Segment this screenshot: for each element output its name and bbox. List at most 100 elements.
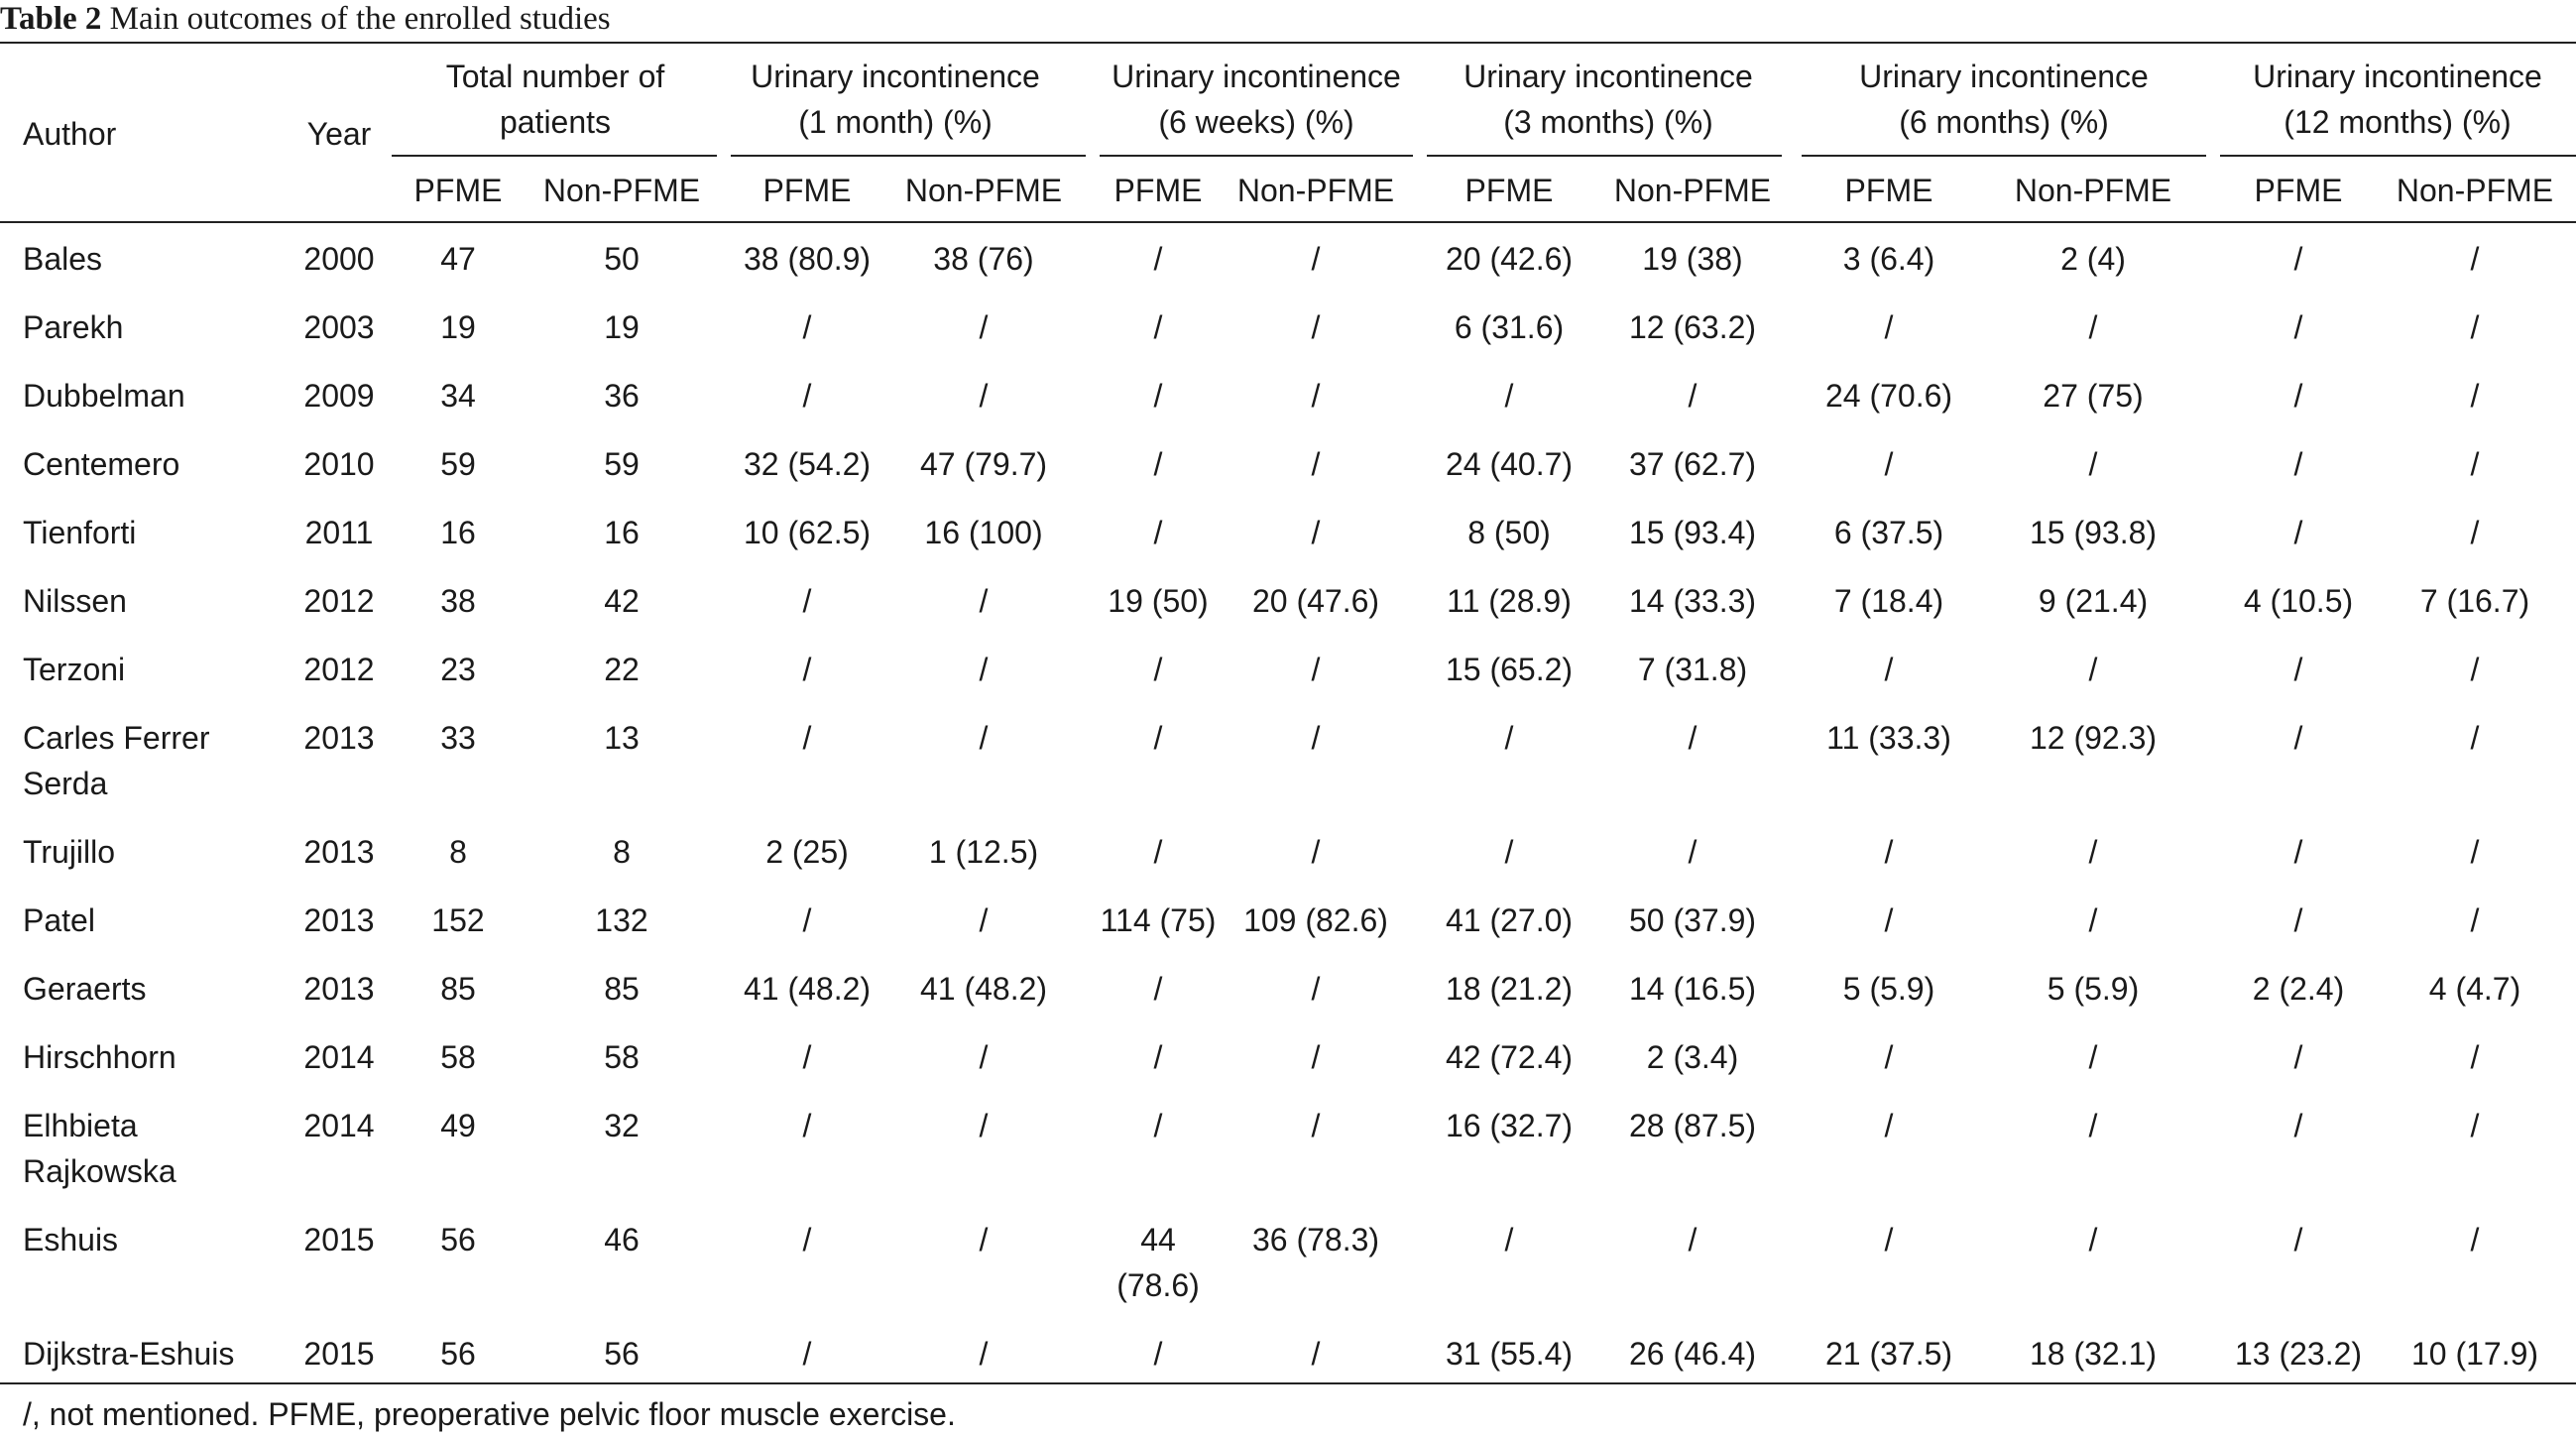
row-value: / — [1884, 1108, 1894, 1143]
row-value: / — [2470, 834, 2480, 870]
row-value: / — [979, 1336, 989, 1372]
row-value: 85 — [604, 971, 640, 1007]
row-value: / — [2293, 834, 2303, 870]
header-subcolumn: Non-PFME — [1613, 173, 1772, 208]
row-value: 20 (42.6) — [1445, 241, 1574, 277]
row-value: / — [2293, 1222, 2303, 1257]
row-value: / — [1311, 378, 1321, 414]
row-value: 31 (55.4) — [1445, 1336, 1574, 1372]
row-value: / — [1153, 652, 1163, 687]
row-value: 1 (12.5) — [928, 834, 1039, 870]
row-value: 49 — [440, 1108, 476, 1143]
row-value: 16 (32.7) — [1445, 1108, 1574, 1143]
row-value: / — [1153, 720, 1163, 756]
row-value: 38 (80.9) — [743, 241, 872, 277]
row-value: / — [1504, 378, 1514, 414]
row-author: Hirschhorn — [23, 1039, 176, 1075]
header-subcolumn: Non-PFME — [904, 173, 1063, 208]
row-value: 16 — [604, 515, 640, 550]
row-value: 2 (25) — [765, 834, 849, 870]
row-value: 12 (63.2) — [1628, 309, 1757, 345]
row-value: / — [1688, 1222, 1698, 1257]
row-value: 33 — [440, 720, 476, 756]
row-value: 11 (28.9) — [1447, 583, 1572, 619]
table-caption-label: Table 2 — [0, 1, 102, 37]
row-year: 2013 — [303, 902, 375, 938]
header-group-line2: (12 months) (%) — [2283, 104, 2512, 140]
row-value: / — [2088, 1222, 2098, 1257]
row-value: 34 — [440, 378, 476, 414]
row-value: 41 (48.2) — [743, 971, 872, 1007]
row-value: 26 (46.4) — [1628, 1336, 1757, 1372]
row-value: / — [1504, 720, 1514, 756]
header-group-line2: (1 month) (%) — [798, 104, 993, 140]
row-value: 13 (23.2) — [2234, 1336, 2363, 1372]
row-value: 10 (62.5) — [743, 515, 872, 550]
row-year: 2013 — [303, 720, 375, 756]
header-group-line1: Urinary incontinence — [1859, 59, 2149, 94]
row-value: / — [1311, 720, 1321, 756]
row-value: 32 — [604, 1108, 640, 1143]
row-value: 18 (32.1) — [2029, 1336, 2158, 1372]
header-group-line1: Urinary incontinence — [1112, 59, 1401, 94]
row-value: / — [802, 1336, 812, 1372]
row-value: / — [2293, 378, 2303, 414]
row-value: 13 — [604, 720, 640, 756]
row-value: 44 — [1140, 1222, 1176, 1257]
row-year: 2010 — [303, 446, 375, 482]
row-value: 19 (38) — [1642, 241, 1743, 277]
row-value: 24 (40.7) — [1445, 446, 1574, 482]
table-caption-text: Main outcomes of the enrolled studies — [109, 1, 611, 37]
header-subcolumn: PFME — [1113, 173, 1203, 208]
row-year: 2011 — [304, 515, 374, 550]
row-value: 5 (5.9) — [2047, 971, 2140, 1007]
row-value: / — [802, 309, 812, 345]
row-year: 2003 — [303, 309, 375, 345]
row-value: / — [1153, 309, 1163, 345]
table-header-rule — [0, 221, 2576, 223]
row-value: 12 (92.3) — [2029, 720, 2158, 756]
row-value: / — [802, 1039, 812, 1075]
row-value: / — [1311, 515, 1321, 550]
row-value: 37 (62.7) — [1628, 446, 1757, 482]
row-value: / — [2470, 378, 2480, 414]
row-value: 47 (79.7) — [919, 446, 1048, 482]
row-value: 24 (70.6) — [1824, 378, 1953, 414]
row-value: / — [2088, 446, 2098, 482]
row-value: / — [2293, 902, 2303, 938]
row-value: / — [2088, 309, 2098, 345]
row-value: / — [802, 902, 812, 938]
row-year: 2012 — [303, 652, 375, 687]
row-value: 11 (33.3) — [1826, 720, 1951, 756]
table-footnote: /, not mentioned. PFME, preoperative pel… — [23, 1396, 956, 1432]
header-subcolumn: Non-PFME — [2014, 173, 2172, 208]
row-value: / — [979, 902, 989, 938]
row-value: 19 — [440, 309, 476, 345]
row-value: / — [1153, 241, 1163, 277]
row-value: / — [2293, 720, 2303, 756]
row-value: 46 — [604, 1222, 640, 1257]
row-value: 36 (78.3) — [1251, 1222, 1380, 1257]
row-value: / — [1311, 309, 1321, 345]
row-value: 59 — [440, 446, 476, 482]
header-group-line1: Urinary incontinence — [2253, 59, 2542, 94]
row-value: 41 (27.0) — [1445, 902, 1574, 938]
row-author: Elhbieta — [23, 1108, 138, 1143]
row-value: / — [802, 720, 812, 756]
row-value: 8 (50) — [1467, 515, 1551, 550]
row-value: / — [1504, 1222, 1514, 1257]
header-subcolumn: Non-PFME — [2396, 173, 2554, 208]
row-value: / — [2470, 1039, 2480, 1075]
row-value: / — [1884, 1039, 1894, 1075]
row-value: / — [1688, 720, 1698, 756]
row-author: Rajkowska — [23, 1153, 176, 1189]
row-value: / — [802, 652, 812, 687]
row-value: 14 (16.5) — [1628, 971, 1757, 1007]
header-subcolumn: PFME — [413, 173, 503, 208]
group-header-rule — [1427, 155, 1782, 157]
row-value: 56 — [604, 1336, 640, 1372]
header-group-line2: patients — [499, 104, 612, 140]
row-value: / — [1688, 834, 1698, 870]
row-value: 15 (93.4) — [1628, 515, 1757, 550]
row-value: 6 (37.5) — [1833, 515, 1944, 550]
